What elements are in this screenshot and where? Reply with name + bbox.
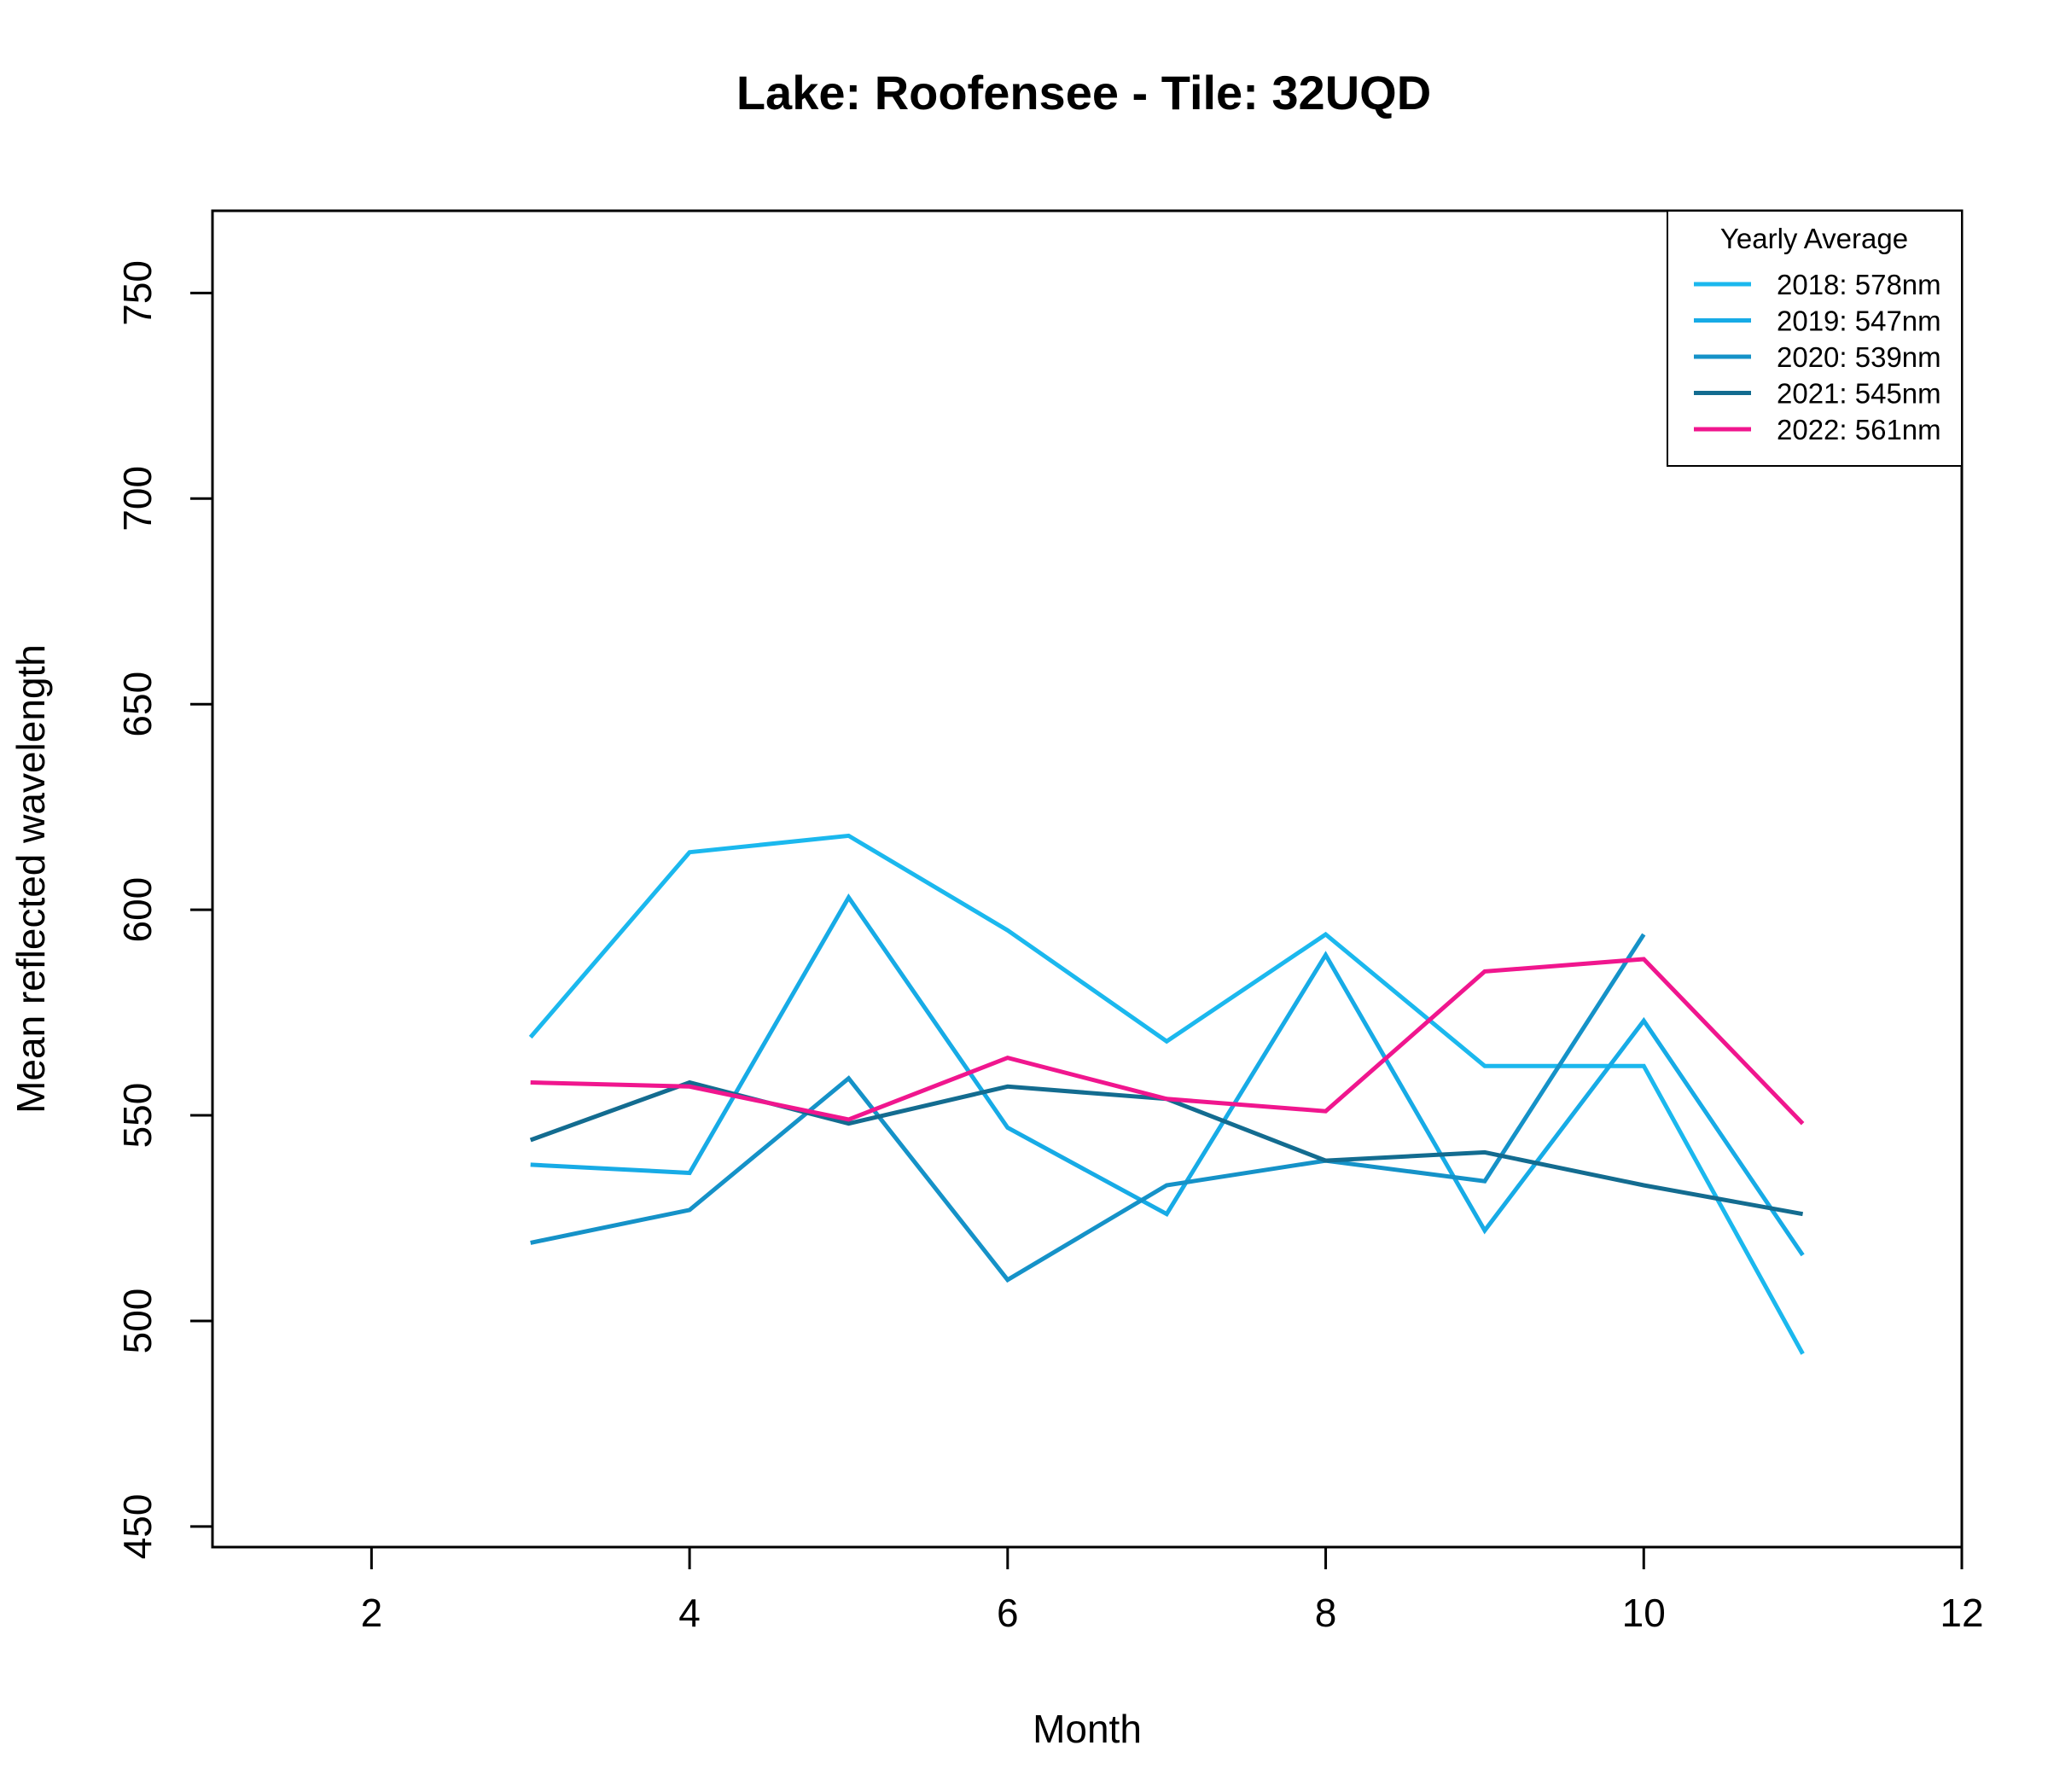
y-tick-label: 750 xyxy=(115,260,160,326)
legend-label-2: 2020: 539nm xyxy=(1777,341,1941,373)
legend-label-3: 2021: 545nm xyxy=(1777,378,1941,410)
series-line-3 xyxy=(529,1079,1804,1217)
series-line-4 xyxy=(530,957,1805,1126)
series-line-2 xyxy=(530,933,1646,1283)
series-layer xyxy=(528,833,1805,1355)
x-tick-label: 8 xyxy=(1315,1591,1337,1635)
legend-label-0: 2018: 578nm xyxy=(1777,269,1941,300)
y-tick-label: 650 xyxy=(115,672,160,737)
chart-title: Lake: Roofensee - Tile: 32UQD xyxy=(736,66,1431,119)
y-tick-label: 700 xyxy=(115,466,160,532)
y-axis-title: Mean reflected wavelength xyxy=(9,644,53,1114)
legend-box xyxy=(1667,210,1963,467)
x-tick-label: 2 xyxy=(361,1591,383,1635)
x-tick-label: 4 xyxy=(678,1591,701,1635)
y-tick-label: 450 xyxy=(115,1494,160,1560)
legend-label-1: 2019: 547nm xyxy=(1777,305,1941,337)
legend-label-4: 2022: 561nm xyxy=(1777,414,1941,445)
y-tick-label: 500 xyxy=(115,1289,160,1354)
y-tick-label: 550 xyxy=(115,1083,160,1149)
series-line-0 xyxy=(528,833,1805,1355)
x-axis-title: Month xyxy=(1033,1707,1142,1751)
legend-items: 2018: 578nm 2019: 547nm 2020: 539nm 2021: 5… xyxy=(1694,269,1941,445)
x-tick-label: 10 xyxy=(1622,1591,1666,1635)
series-line-1 xyxy=(530,893,1805,1257)
y-tick-label: 600 xyxy=(115,877,160,943)
x-axis: 2 4 6 8 10 12 xyxy=(361,1545,1984,1635)
legend-title: Yearly Average xyxy=(1720,223,1908,254)
y-axis: 450 500 550 600 650 700 750 xyxy=(115,260,214,1560)
x-tick-label: 12 xyxy=(1940,1591,1983,1635)
legend: Yearly Average 2018: 578nm 2019: 547nm 202… xyxy=(1667,210,1963,467)
x-tick-label: 6 xyxy=(997,1591,1019,1635)
